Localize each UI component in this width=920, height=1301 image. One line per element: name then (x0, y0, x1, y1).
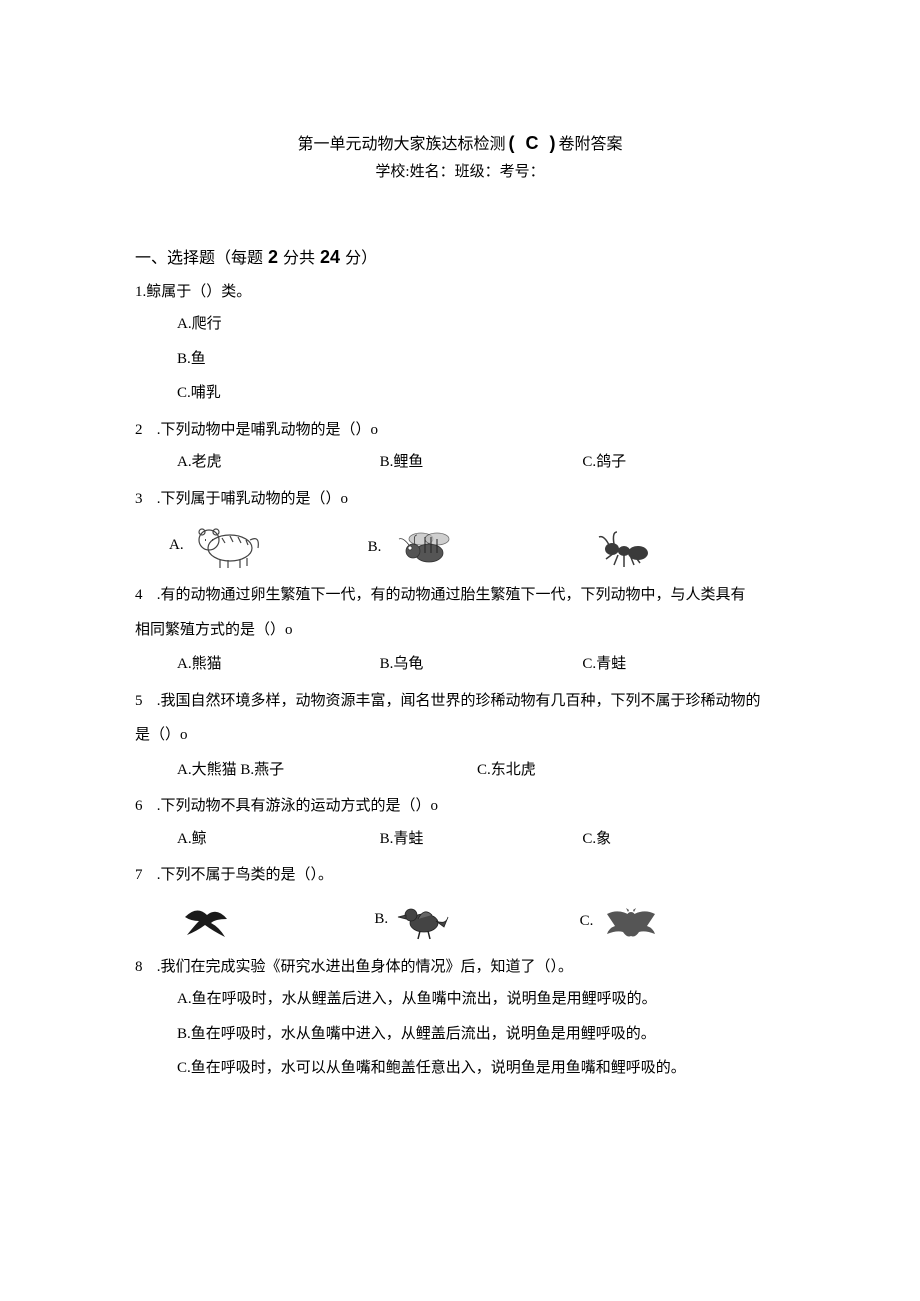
q2-choices: A.老虎 B.鲤鱼 C.鸽子 (135, 451, 785, 474)
q1-choices: A.爬行 B.鱼 C.哺乳 (135, 313, 785, 405)
q4-choice-a: A.熊猫 (177, 653, 380, 676)
q4-body: .有的动物通过卵生繁殖下一代，有的动物通过胎生繁殖下一代，下列动物中，与人类具有 (153, 587, 746, 603)
q5-text: 5 .我国自然环境多样，动物资源丰富，闻名世界的珍稀动物有几百种，下列不属于珍稀… (135, 690, 785, 713)
q3-choices: A. B. (135, 520, 785, 570)
q3-text: 3 .下列属于哺乳动物的是（）o (135, 488, 785, 511)
title-post: 卷附答案 (559, 136, 623, 153)
q1-text: 1.鲸属于（）类。 (135, 281, 785, 304)
section-pre: 一、选择题（每题 (135, 250, 263, 267)
q7-choices: B. C. (135, 897, 785, 942)
q2-text: 2 .下列动物中是哺乳动物的是（）o (135, 419, 785, 442)
q3-choice-c (586, 525, 785, 570)
q5-text2: 是（）o (135, 724, 785, 747)
q6-text: 6 .下列动物不具有游泳的运动方式的是（）o (135, 795, 785, 818)
q2-choice-b: B.鲤鱼 (380, 451, 583, 474)
q5-choices: A.大熊猫 B.燕子 C.东北虎 (135, 759, 785, 782)
q1-choice-a: A.爬行 (135, 313, 785, 336)
question-1: 1.鲸属于（）类。 A.爬行 B.鱼 C.哺乳 (135, 281, 785, 405)
q1-choice-b: B.鱼 (135, 348, 785, 371)
q4-text2: 相同繁殖方式的是（）o (135, 619, 785, 642)
tiger-icon (192, 520, 262, 570)
paren-open: ( (506, 133, 523, 153)
q6-choice-c: C.象 (582, 828, 785, 851)
q4-choice-b: B.乌龟 (380, 653, 583, 676)
q7-label-c: C. (580, 910, 594, 933)
q3-num: 3 (135, 488, 153, 511)
question-7: 7 .下列不属于鸟类的是（）。 B. (135, 864, 785, 942)
q2-num: 2 (135, 419, 153, 442)
bee-icon (389, 525, 459, 570)
q4-text: 4 .有的动物通过卵生繁殖下一代，有的动物通过胎生繁殖下一代，下列动物中，与人类… (135, 584, 785, 607)
q6-choice-b: B.青蛙 (380, 828, 583, 851)
q5-num: 5 (135, 690, 153, 713)
bird-icon (396, 897, 451, 942)
q3-body: .下列属于哺乳动物的是（）o (153, 491, 348, 507)
q1-num: 1. (135, 284, 146, 300)
question-5: 5 .我国自然环境多样，动物资源丰富，闻名世界的珍稀动物有几百种，下列不属于珍稀… (135, 690, 785, 782)
q6-body: .下列动物不具有游泳的运动方式的是（）o (153, 798, 438, 814)
q4-choices: A.熊猫 B.乌龟 C.青蛙 (135, 653, 785, 676)
q8-num: 8 (135, 956, 153, 979)
q6-choices: A.鲸 B.青蛙 C.象 (135, 828, 785, 851)
q6-num: 6 (135, 795, 153, 818)
section-n1: 2 (263, 247, 283, 267)
q4-num: 4 (135, 584, 153, 607)
question-4: 4 .有的动物通过卵生繁殖下一代，有的动物通过胎生繁殖下一代，下列动物中，与人类… (135, 584, 785, 676)
bat-icon (601, 902, 661, 942)
paren-close: ) (542, 133, 559, 153)
question-3: 3 .下列属于哺乳动物的是（）o A. B. (135, 488, 785, 571)
swallow-icon (177, 897, 232, 942)
question-2: 2 .下列动物中是哺乳动物的是（）o A.老虎 B.鲤鱼 C.鸽子 (135, 419, 785, 474)
q5-choice-ab: A.大熊猫 B.燕子 (177, 759, 477, 782)
question-6: 6 .下列动物不具有游泳的运动方式的是（）o A.鲸 B.青蛙 C.象 (135, 795, 785, 850)
title-block: 第一单元动物大家族达标检测( C )卷附答案 学校:姓名：班级：考号： (135, 130, 785, 184)
q7-choice-b: B. (374, 897, 579, 942)
section-mid: 分共 (283, 250, 315, 267)
q7-text: 7 .下列不属于鸟类的是（）。 (135, 864, 785, 887)
q8-text: 8 .我们在完成实验《研究水进出鱼身体的情况》后，知道了（）。 (135, 956, 785, 979)
q3-choice-b: B. (368, 525, 567, 570)
q7-body: .下列不属于鸟类的是（）。 (153, 867, 333, 883)
title-sub: 学校:姓名：班级：考号： (135, 161, 785, 184)
title-c: C (523, 133, 542, 153)
title-pre: 第一单元动物大家族达标检测 (297, 136, 505, 153)
q7-choice-c: C. (580, 902, 785, 942)
q4-choice-c: C.青蛙 (582, 653, 785, 676)
q7-choice-a (169, 897, 374, 942)
q3-label-b: B. (368, 536, 382, 559)
q8-body: .我们在完成实验《研究水进出鱼身体的情况》后，知道了（）。 (153, 959, 573, 975)
q8-choice-a: A.鱼在呼吸时，水从鲤盖后进入，从鱼嘴中流出，说明鱼是用鲤呼吸的。 (135, 988, 785, 1011)
q8-choice-c: C.鱼在呼吸时，水可以从鱼嘴和鲍盖任意出入，说明鱼是用鱼嘴和鲤呼吸的。 (135, 1057, 785, 1080)
q6-choice-a: A.鲸 (177, 828, 380, 851)
ant-icon (594, 525, 654, 570)
q5-choice-c: C.东北虎 (477, 759, 536, 782)
q7-num: 7 (135, 864, 153, 887)
q8-choice-b: B.鱼在呼吸时，水从鱼嘴中进入，从鲤盖后流出，说明鱼是用鲤呼吸的。 (135, 1023, 785, 1046)
q3-label-a: A. (169, 534, 184, 557)
q2-body: .下列动物中是哺乳动物的是（）o (153, 422, 378, 438)
q7-label-b: B. (374, 908, 388, 931)
section-post: 分） (345, 250, 377, 267)
q1-choice-c: C.哺乳 (135, 382, 785, 405)
section-n2: 24 (315, 247, 345, 267)
q3-choice-a: A. (169, 520, 368, 570)
q1-body: 鲸属于（）类。 (146, 284, 251, 300)
question-8: 8 .我们在完成实验《研究水进出鱼身体的情况》后，知道了（）。 A.鱼在呼吸时，… (135, 956, 785, 1080)
section-head: 一、选择题（每题 2 分共 24 分） (135, 244, 785, 271)
q5-body: .我国自然环境多样，动物资源丰富，闻名世界的珍稀动物有几百种，下列不属于珍稀动物… (153, 693, 761, 709)
title-main: 第一单元动物大家族达标检测( C )卷附答案 (135, 130, 785, 157)
q2-choice-c: C.鸽子 (582, 451, 785, 474)
q2-choice-a: A.老虎 (177, 451, 380, 474)
